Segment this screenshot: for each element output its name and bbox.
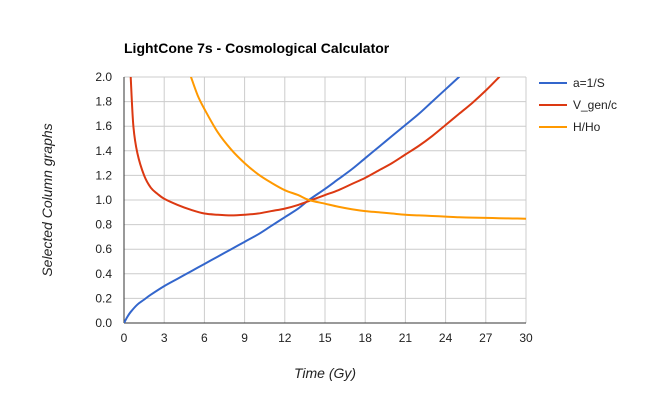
x-tick-label: 18 [359,331,373,345]
x-tick-label: 6 [201,331,208,345]
series-line-a [124,77,460,323]
x-tick-label: 30 [519,331,533,345]
legend: a=1/S V_gen/c H/Ho [539,76,617,142]
y-tick-label: 2.0 [95,70,112,84]
x-tick-label: 9 [241,331,248,345]
series-line-vgen [129,77,501,217]
chart-title: LightCone 7s - Cosmological Calculator [124,40,390,56]
y-tick-label: 1.8 [95,95,112,109]
x-tick-label: 0 [121,331,128,345]
y-tick-label: 0.6 [95,242,112,256]
x-tick-label: 21 [399,331,413,345]
x-tick-label: 3 [161,331,168,345]
legend-item-a: a=1/S [539,76,617,90]
y-axis-title: Selected Column graphs [39,123,55,277]
x-tick-label: 27 [479,331,493,345]
y-tick-label: 1.0 [95,193,112,207]
legend-swatch-a [539,82,567,84]
legend-swatch-h [539,126,567,128]
x-tick-label: 12 [278,331,292,345]
x-tick-label: 15 [318,331,332,345]
legend-item-h: H/Ho [539,120,617,134]
legend-label-h: H/Ho [573,120,601,134]
y-tick-label: 0.4 [95,267,112,281]
legend-label-vgen: V_gen/c [573,98,618,112]
x-tick-label: 24 [439,331,453,345]
legend-item-vgen: V_gen/c [539,98,617,112]
series-line-h [190,77,526,220]
x-axis-title: Time (Gy) [293,365,357,381]
legend-label-a: a=1/S [573,76,605,90]
legend-swatch-vgen [539,104,567,106]
y-tick-label: 0.2 [95,291,112,305]
y-tick-label: 1.6 [95,119,112,133]
y-tick-label: 0.8 [95,218,112,232]
y-tick-label: 1.2 [95,168,112,182]
y-tick-label: 1.4 [95,144,112,158]
y-tick-label: 0.0 [95,316,112,330]
